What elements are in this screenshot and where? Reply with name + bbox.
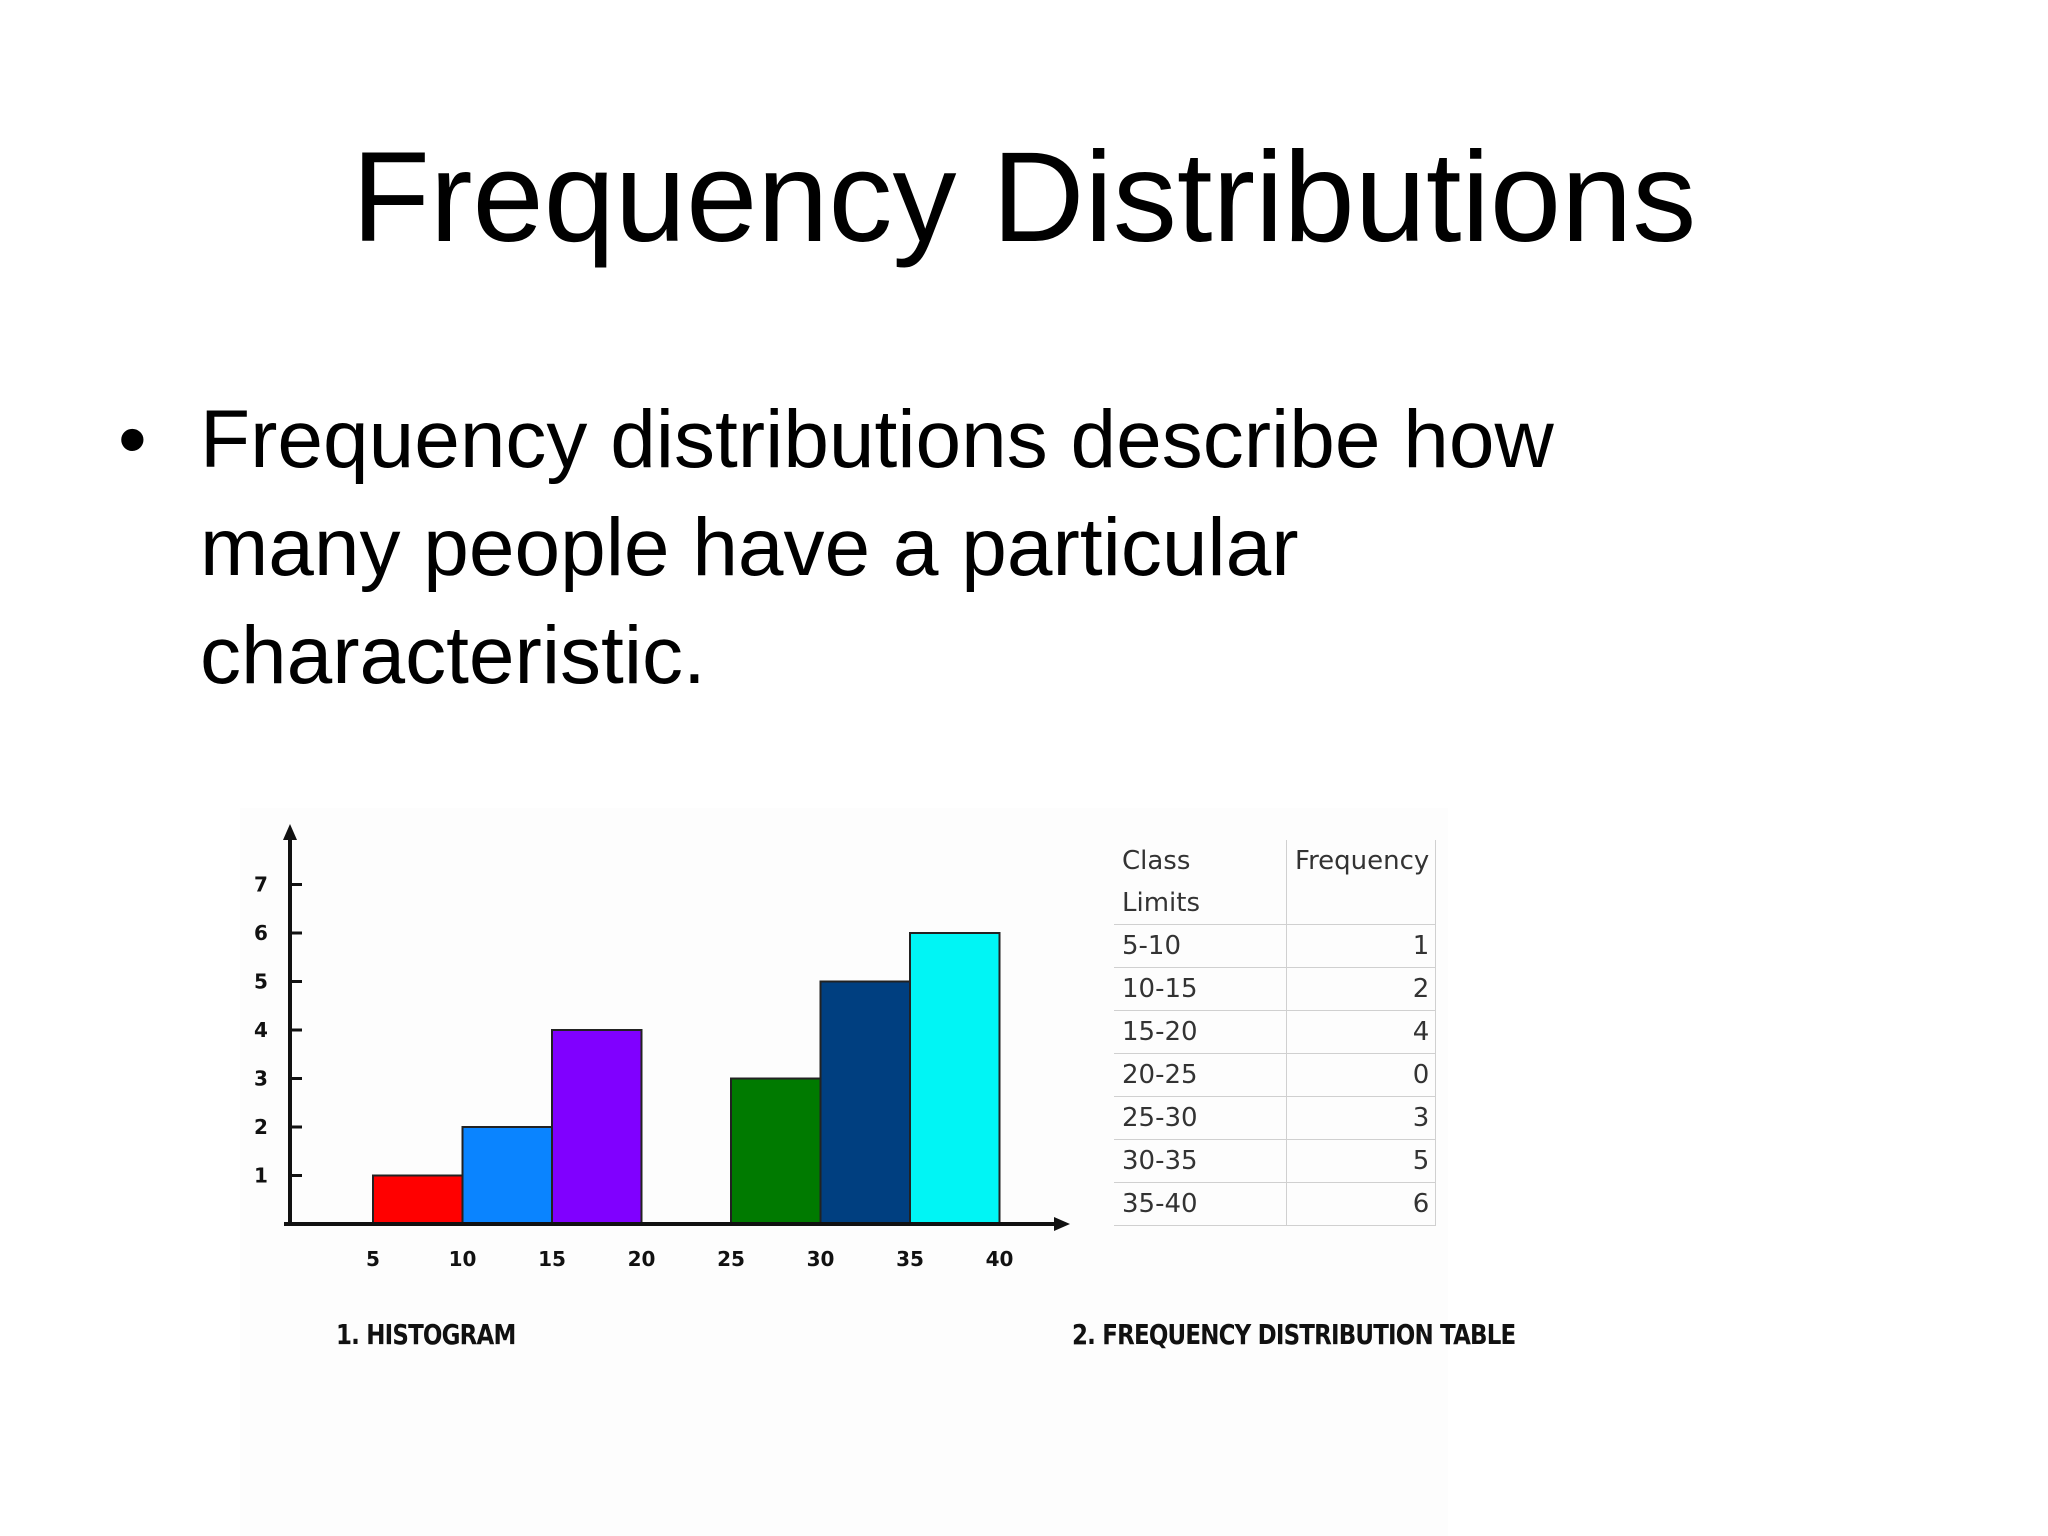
table-row: 15-20 4 bbox=[1114, 1010, 1437, 1054]
y-tick-label-7: 7 bbox=[254, 873, 268, 897]
histogram-chart: 1 2 3 4 5 6 7 5 10 15 20 25 30 35 40 bbox=[254, 824, 1070, 1271]
histogram-bar-2 bbox=[461, 1126, 553, 1225]
y-tick-label-3: 3 bbox=[254, 1067, 268, 1091]
frequency-cell: 4 bbox=[1286, 1010, 1437, 1054]
bullet-dot-icon: • bbox=[118, 394, 147, 485]
table-row: 25-30 3 bbox=[1114, 1096, 1437, 1140]
header-class: Class bbox=[1114, 840, 1287, 882]
x-tick-label-25: 25 bbox=[717, 1247, 745, 1271]
class-cell: 5-10 bbox=[1114, 924, 1287, 968]
bullet-line-1: Frequency distributions describe how bbox=[200, 394, 1554, 485]
histogram-bar-1 bbox=[372, 1174, 464, 1225]
histogram-bar-7 bbox=[909, 932, 1001, 1225]
table-caption: 2. FREQUENCY DISTRIBUTION TABLE bbox=[1072, 1318, 1516, 1351]
bullet-text: Frequency distributions describe how man… bbox=[200, 386, 1900, 710]
class-cell: 30-35 bbox=[1114, 1139, 1287, 1183]
frequency-cell: 1 bbox=[1286, 924, 1437, 968]
histogram-bar-5 bbox=[730, 1077, 822, 1225]
x-tick-label-15: 15 bbox=[538, 1247, 566, 1271]
header-frequency: Frequency bbox=[1286, 840, 1437, 882]
y-tick-label-5: 5 bbox=[254, 970, 268, 994]
table-row: 35-40 6 bbox=[1114, 1182, 1437, 1226]
x-tick-label-10: 10 bbox=[449, 1247, 477, 1271]
header-limits: Limits bbox=[1114, 882, 1287, 925]
x-tick-label-40: 40 bbox=[986, 1247, 1014, 1271]
frequency-cell: 0 bbox=[1286, 1053, 1437, 1097]
histogram-bar-6 bbox=[819, 980, 911, 1225]
table-row: 20-25 0 bbox=[1114, 1053, 1437, 1097]
table-row: 30-35 5 bbox=[1114, 1139, 1437, 1183]
y-tick-label-1: 1 bbox=[254, 1164, 268, 1188]
x-axis-arrow-icon bbox=[1054, 1217, 1070, 1231]
slide-title: Frequency Distributions bbox=[351, 126, 1697, 269]
class-cell: 10-15 bbox=[1114, 967, 1287, 1011]
x-tick-label-35: 35 bbox=[896, 1247, 924, 1271]
frequency-cell: 6 bbox=[1286, 1182, 1437, 1226]
table-header-row: Class Frequency bbox=[1114, 840, 1437, 882]
y-tick-label-4: 4 bbox=[254, 1018, 268, 1042]
class-cell: 25-30 bbox=[1114, 1096, 1287, 1140]
table-row: 10-15 2 bbox=[1114, 967, 1437, 1011]
x-tick-label-5: 5 bbox=[366, 1247, 380, 1271]
x-tick-label-20: 20 bbox=[628, 1247, 656, 1271]
histogram-bar-3 bbox=[551, 1029, 643, 1225]
class-cell: 20-25 bbox=[1114, 1053, 1287, 1097]
frequency-cell: 5 bbox=[1286, 1139, 1437, 1183]
frequency-cell: 3 bbox=[1286, 1096, 1437, 1140]
class-cell: 35-40 bbox=[1114, 1182, 1287, 1226]
table-header-row-2: Limits bbox=[1114, 882, 1437, 925]
bullet-line-3: characteristic. bbox=[200, 610, 706, 701]
class-cell: 15-20 bbox=[1114, 1010, 1287, 1054]
frequency-table: Class Frequency Limits 5-10 1 10-15 2 15-2… bbox=[1114, 840, 1437, 1226]
y-tick-label-2: 2 bbox=[254, 1115, 268, 1139]
header-blank bbox=[1286, 882, 1437, 925]
bullet-line-2: many people have a particular bbox=[200, 502, 1299, 593]
frequency-cell: 2 bbox=[1286, 967, 1437, 1011]
table-row: 5-10 1 bbox=[1114, 924, 1437, 968]
y-tick-label-6: 6 bbox=[254, 921, 268, 945]
y-axis-arrow-icon bbox=[283, 824, 297, 840]
histogram-caption: 1. HISTOGRAM bbox=[336, 1318, 516, 1351]
x-tick-label-30: 30 bbox=[807, 1247, 835, 1271]
